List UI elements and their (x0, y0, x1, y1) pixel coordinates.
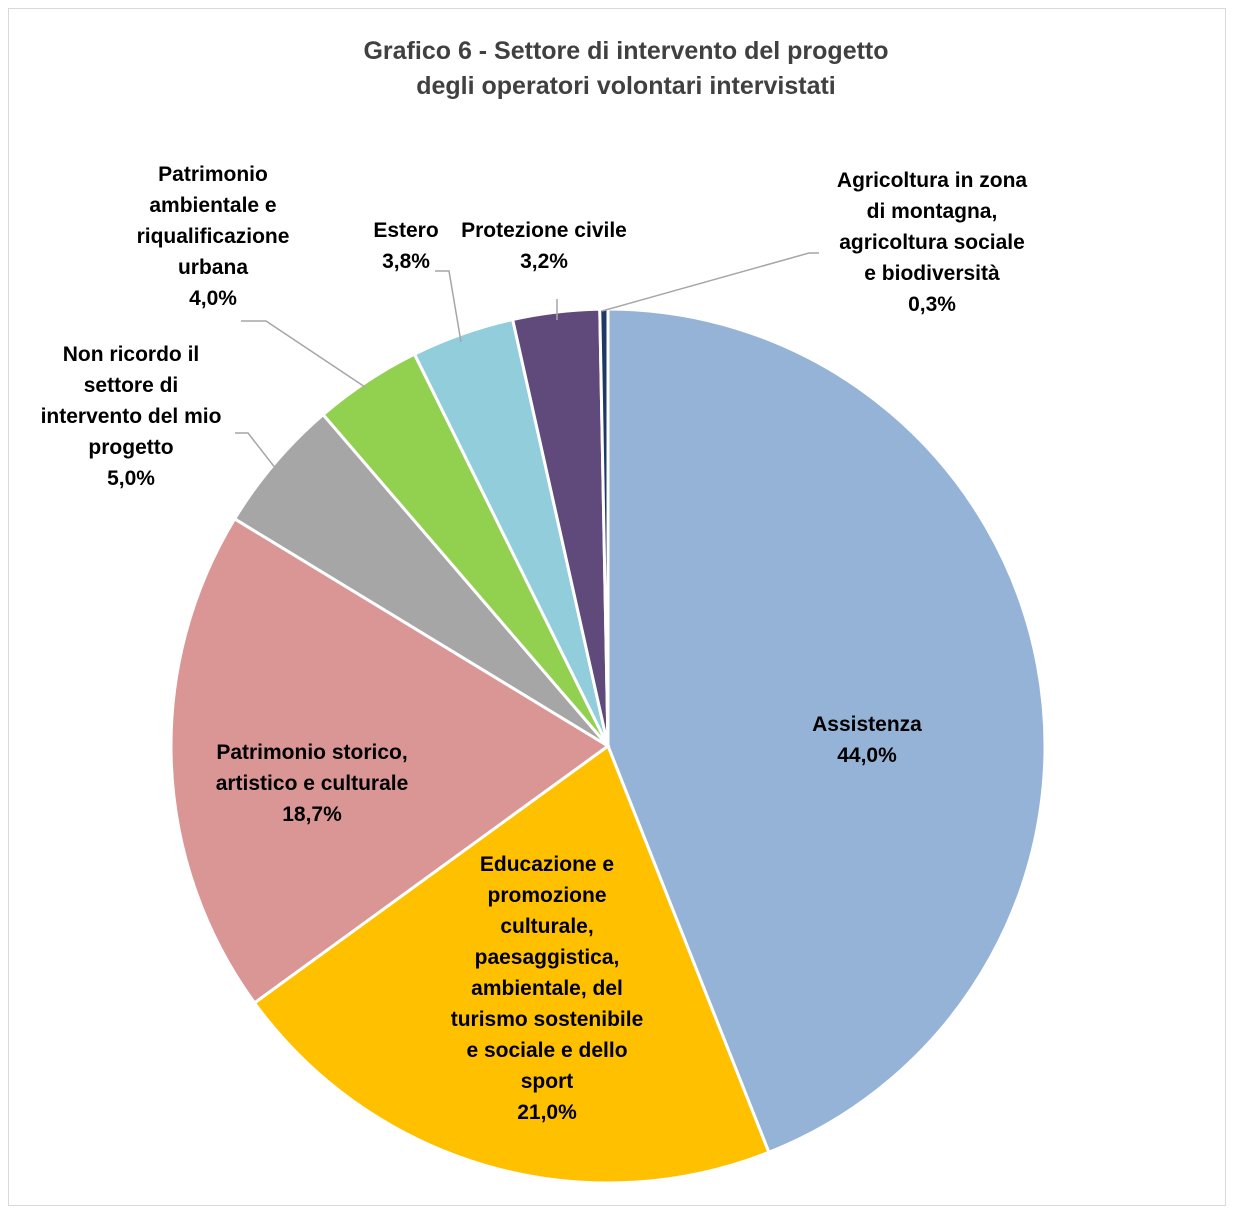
slice-label: Patrimonio ambientale e riqualificazione ur… (137, 163, 290, 310)
slice-name-line: di montagna, (867, 200, 998, 223)
pie-chart: Grafico 6 - Settore di intervento del pr… (41, 37, 1047, 1185)
slice-name-line: sport (521, 1070, 574, 1093)
slice-value-label: 18,7% (282, 803, 342, 826)
slice-value-label: 5,0% (107, 467, 155, 490)
slice-label: Patrimonio storico, artistico e culturale… (216, 741, 409, 826)
slice-label: Assistenza 44,0% (812, 713, 922, 767)
slice-name-line: promozione (488, 884, 607, 907)
leader-line (235, 432, 277, 470)
pie-slices (169, 307, 1047, 1185)
slice-value-label: 0,3% (908, 293, 956, 316)
slice-name-line: Protezione civile (461, 219, 627, 242)
slice-label: Estero 3,8% (373, 219, 438, 273)
slice-name-line: progetto (88, 436, 173, 459)
slice-label: Non ricordo il settore di intervento del m… (41, 343, 222, 490)
slice-value-label: 44,0% (837, 744, 897, 767)
slice-name-line: Educazione e (480, 853, 614, 876)
slice-label: Protezione civile 3,2% (461, 219, 627, 273)
slice-name-line: artistico e culturale (216, 772, 409, 795)
slice-value-label: 3,8% (382, 250, 430, 273)
leader-lines (235, 252, 819, 470)
slice-name-line: Patrimonio (158, 163, 268, 186)
chart-frame: Grafico 6 - Settore di intervento del pr… (8, 8, 1226, 1206)
slice-name-line: Assistenza (812, 713, 922, 736)
pie-slice (169, 516, 611, 1005)
slice-name-line: ambientale, del (471, 977, 623, 1000)
slice-name-line: paesaggistica, (475, 946, 620, 969)
leader-line (601, 252, 819, 312)
slice-label: Agricoltura in zona di montagna, agricoltu… (837, 169, 1028, 316)
slice-name-line: agricoltura sociale (839, 231, 1025, 254)
slice-name-line: turismo sostenibile (451, 1008, 644, 1031)
leader-line (435, 270, 462, 343)
slice-value-label: 3,2% (520, 250, 568, 273)
slice-value-label: 21,0% (517, 1101, 577, 1124)
slice-labels: Assistenza 44,0% Educazione e promozione cul… (41, 163, 1028, 1124)
chart-title: Grafico 6 - Settore di intervento del pr… (363, 37, 888, 100)
slice-name-line: e sociale e dello (466, 1039, 627, 1062)
slice-name-line: urbana (178, 256, 248, 279)
leader-line (241, 320, 366, 388)
slice-name-line: riqualificazione (137, 225, 290, 248)
slice-name-line: ambientale e (149, 194, 276, 217)
slice-name-line: intervento del mio (41, 405, 222, 428)
slice-value-label: 4,0% (189, 287, 237, 310)
pie-slice (606, 307, 1047, 1155)
slice-name-line: Estero (373, 219, 438, 242)
slice-name-line: settore di (84, 374, 179, 397)
slice-name-line: culturale, (500, 915, 593, 938)
slice-name-line: Non ricordo il (63, 343, 200, 366)
slice-name-line: Patrimonio storico, (216, 741, 407, 764)
pie-slice (252, 743, 771, 1185)
slice-name-line: e biodiversità (864, 262, 1000, 285)
slice-label: Educazione e promozione culturale, paesaggi… (451, 853, 644, 1124)
slice-name-line: Agricoltura in zona (837, 169, 1028, 192)
